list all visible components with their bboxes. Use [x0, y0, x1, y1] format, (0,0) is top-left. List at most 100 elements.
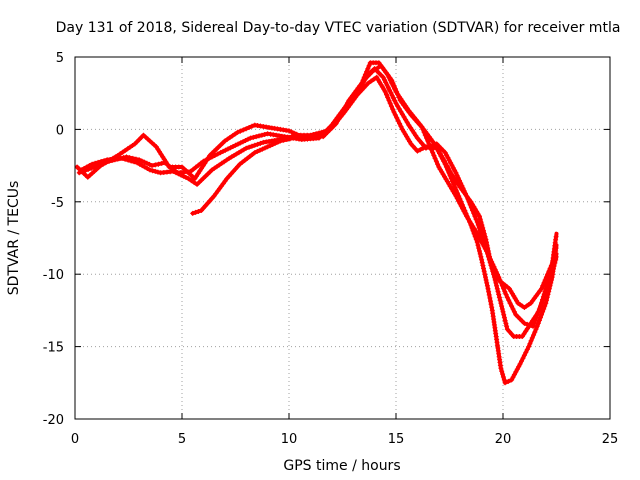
- data-point-marker: [546, 289, 552, 295]
- data-point-marker: [473, 216, 479, 222]
- data-point-marker: [527, 341, 533, 347]
- data-point-marker: [139, 163, 145, 169]
- data-point-marker: [498, 365, 504, 371]
- data-point-marker: [222, 138, 228, 144]
- data-point-marker: [497, 297, 503, 303]
- data-point-marker: [417, 138, 422, 144]
- data-point-marker: [528, 320, 534, 326]
- data-point-marker: [144, 166, 150, 171]
- data-point-marker: [240, 127, 246, 133]
- data-point-marker: [431, 153, 437, 158]
- data-point-marker: [535, 310, 541, 316]
- data-point-marker: [224, 176, 230, 182]
- data-point-marker: [476, 245, 482, 251]
- data-point-marker: [539, 312, 544, 318]
- data-point-marker: [403, 117, 409, 123]
- data-point-marker: [152, 162, 158, 168]
- data-point-marker: [430, 150, 436, 156]
- data-point-marker: [528, 338, 534, 344]
- data-point-marker: [277, 138, 283, 144]
- data-point-marker: [417, 122, 422, 128]
- data-point-marker: [262, 145, 268, 151]
- data-point-marker: [491, 265, 497, 271]
- data-point-marker: [546, 286, 552, 292]
- data-point-marker: [472, 213, 478, 219]
- data-point-marker: [203, 157, 209, 163]
- data-point-marker: [144, 160, 150, 166]
- x-tick-label: 5: [178, 432, 186, 447]
- data-point-marker: [270, 142, 276, 147]
- data-point-marker: [227, 135, 233, 140]
- data-point-marker: [380, 74, 386, 80]
- data-point-marker: [496, 294, 502, 300]
- data-point-marker: [467, 219, 473, 225]
- data-point-marker: [368, 78, 374, 84]
- data-point-marker: [456, 182, 461, 188]
- data-point-marker: [502, 318, 508, 323]
- data-point-marker: [375, 65, 381, 71]
- data-point-marker: [198, 160, 204, 166]
- data-point-marker: [473, 236, 479, 242]
- data-point-marker: [543, 300, 549, 306]
- data-point-marker: [371, 76, 377, 82]
- data-point-marker: [537, 305, 543, 311]
- data-point-marker: [488, 298, 493, 304]
- data-point-marker: [138, 134, 144, 140]
- data-point-marker: [378, 72, 384, 78]
- data-point-marker: [464, 213, 470, 219]
- data-point-marker: [450, 179, 456, 184]
- data-point-marker: [81, 166, 87, 171]
- data-point-marker: [390, 95, 396, 101]
- data-point-marker: [255, 141, 261, 147]
- data-point-marker: [516, 364, 522, 370]
- data-point-marker: [391, 83, 397, 89]
- y-tick-label: -10: [43, 268, 64, 283]
- data-point-marker: [534, 323, 540, 329]
- y-tick-label: -15: [43, 341, 64, 356]
- data-point-marker: [125, 157, 131, 163]
- data-point-marker: [193, 209, 199, 215]
- data-point-marker: [390, 106, 396, 112]
- data-point-marker: [425, 138, 431, 144]
- data-point-marker: [445, 167, 451, 173]
- data-point-marker: [482, 271, 488, 277]
- data-point-marker: [157, 149, 162, 155]
- data-point-marker: [321, 130, 327, 136]
- y-tick-label: 5: [56, 51, 64, 66]
- data-point-marker: [389, 93, 395, 98]
- data-point-marker: [477, 251, 483, 257]
- series-track-d: [190, 74, 559, 386]
- data-point-marker: [500, 309, 506, 315]
- data-point-marker: [451, 181, 457, 187]
- data-point-marker: [281, 137, 287, 143]
- data-point-marker: [526, 344, 532, 350]
- data-point-marker: [454, 179, 460, 185]
- data-point-marker: [200, 158, 206, 164]
- data-point-marker: [488, 260, 494, 266]
- data-point-marker: [414, 148, 420, 154]
- data-point-marker: [367, 71, 373, 77]
- data-point-marker: [517, 316, 523, 322]
- data-point-marker: [475, 242, 481, 248]
- data-point-marker: [481, 268, 487, 274]
- data-point-marker: [262, 132, 268, 137]
- data-point-marker: [532, 329, 538, 335]
- data-point-marker: [420, 145, 426, 151]
- data-point-marker: [485, 245, 491, 251]
- chart-title: Day 131 of 2018, Sidereal Day-to-day VTE…: [56, 20, 621, 36]
- data-point-marker: [437, 151, 442, 156]
- axis-ticks: 0 5 10 15 20 25 -20 -15 -10 -5 0 5: [43, 51, 619, 447]
- data-point-marker: [397, 121, 403, 127]
- data-point-marker: [401, 114, 407, 120]
- data-point-marker: [499, 303, 505, 309]
- data-point-marker: [98, 159, 104, 164]
- data-point-marker: [495, 274, 500, 280]
- data-point-marker: [441, 159, 447, 164]
- data-point-marker: [95, 159, 101, 165]
- data-point-marker: [510, 306, 516, 312]
- data-point-marker: [509, 303, 515, 309]
- data-point-marker: [235, 129, 241, 135]
- data-point-marker: [381, 77, 387, 83]
- data-point-marker: [286, 128, 292, 134]
- data-point-marker: [267, 143, 273, 149]
